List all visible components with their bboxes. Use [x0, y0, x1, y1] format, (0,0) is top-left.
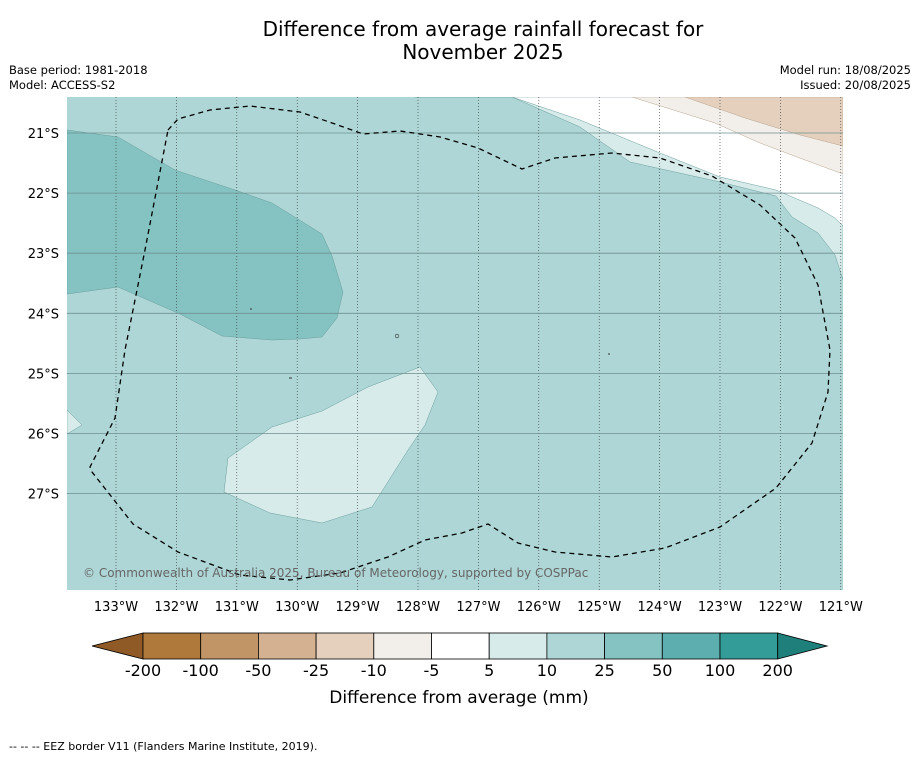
longitude-label: 130°W — [275, 600, 319, 615]
issued-date: Issued: 20/08/2025 — [800, 78, 911, 92]
colorbar-segment — [604, 632, 663, 660]
base-period: Base period: 1981-2018 — [9, 63, 148, 77]
longitude-label: 127°W — [456, 600, 500, 615]
colorbar-segment — [257, 632, 317, 660]
colorbar-tick-label: 25 — [594, 661, 614, 680]
graticule — [67, 97, 843, 590]
colorbar-segment — [200, 632, 259, 660]
region-west-edge-light — [67, 409, 83, 435]
colorbar-tick-label: 50 — [652, 661, 672, 680]
longitude-label: 125°W — [577, 600, 621, 615]
title-line-2: November 2025 — [402, 40, 564, 64]
colorbar-segment — [373, 632, 432, 660]
colorbar-label: Difference from average (mm) — [329, 688, 588, 708]
longitude-label: 129°W — [336, 600, 380, 615]
colorbar-high-extend — [777, 632, 829, 660]
copyright-text: © Commonwealth of Australia 2025, Bureau… — [83, 566, 588, 580]
region-25-to-50 — [67, 129, 344, 341]
colorbar-tick-label: -10 — [361, 661, 387, 680]
eez-border-line — [89, 105, 831, 581]
meta-left: Base period: 1981-2018 Model: ACCESS-S2 — [9, 63, 148, 93]
colorbar-tick-label: -200 — [125, 661, 161, 680]
colorbar-tick-label: 200 — [762, 661, 793, 680]
colorbar-low-extend — [91, 632, 144, 660]
colorbar-segment — [488, 632, 548, 660]
colorbar-tick-label: 5 — [484, 661, 494, 680]
latitude-label: 27°S — [28, 488, 59, 503]
colorbar-tick-label: 10 — [537, 661, 557, 680]
latitude-label: 23°S — [28, 247, 59, 262]
longitude-label: 124°W — [638, 600, 682, 615]
latitude-label: 21°S — [28, 127, 59, 142]
colorbar-segment — [661, 632, 721, 660]
longitude-label: 128°W — [396, 600, 440, 615]
model-name: Model: ACCESS-S2 — [9, 78, 116, 92]
longitude-label: 133°W — [94, 600, 138, 615]
colorbar-segment — [546, 632, 606, 660]
longitude-label: 122°W — [758, 600, 802, 615]
longitude-label: 126°W — [517, 600, 561, 615]
eez-footnote: -- -- -- EEZ border V11 (Flanders Marine… — [9, 740, 318, 753]
colorbar-segment — [431, 632, 490, 660]
colorbar-tick-label: -100 — [183, 661, 219, 680]
colorbar: -200 -100 -50 -25 -10 -5 5 10 25 50 100 200 — [91, 632, 829, 680]
title-line-1: Difference from average rainfall forecas… — [262, 17, 704, 41]
longitude-label: 131°W — [215, 600, 259, 615]
meta-right: Model run: 18/08/2025 Issued: 20/08/2025 — [780, 63, 911, 93]
longitude-label: 121°W — [819, 600, 863, 615]
colorbar-tick-label: -25 — [303, 661, 329, 680]
model-run: Model run: 18/08/2025 — [779, 63, 911, 77]
colorbar-tick-label: -50 — [245, 661, 271, 680]
colorbar-tick-label: 100 — [705, 661, 736, 680]
region-ne-dry — [684, 97, 843, 147]
colorbar-segment — [315, 632, 375, 660]
longitude-label: 132°W — [154, 600, 198, 615]
colorbar-segment — [142, 632, 202, 660]
chart-title: Difference from average rainfall forecas… — [0, 18, 919, 64]
rainfall-contours — [67, 97, 843, 590]
colorbar-tick-label: -5 — [424, 661, 440, 680]
latitude-label: 24°S — [28, 307, 59, 322]
latitude-label: 22°S — [28, 187, 59, 202]
longitude-labels: 133°W 132°W 131°W 130°W 129°W 128°W 127°W 126°W… — [94, 600, 863, 615]
region-5-to-10 — [223, 366, 439, 524]
longitude-label: 123°W — [698, 600, 742, 615]
latitude-labels: 21°S 22°S 23°S 24°S 25°S 26°S 27°S — [28, 127, 59, 503]
latitude-label: 25°S — [28, 367, 59, 382]
latitude-label: 26°S — [28, 428, 59, 443]
small-contour-ring — [394, 333, 400, 339]
colorbar-segment — [719, 632, 779, 660]
